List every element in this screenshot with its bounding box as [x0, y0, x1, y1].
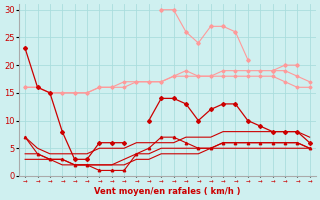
X-axis label: Vent moyen/en rafales ( km/h ): Vent moyen/en rafales ( km/h ) [94, 187, 241, 196]
